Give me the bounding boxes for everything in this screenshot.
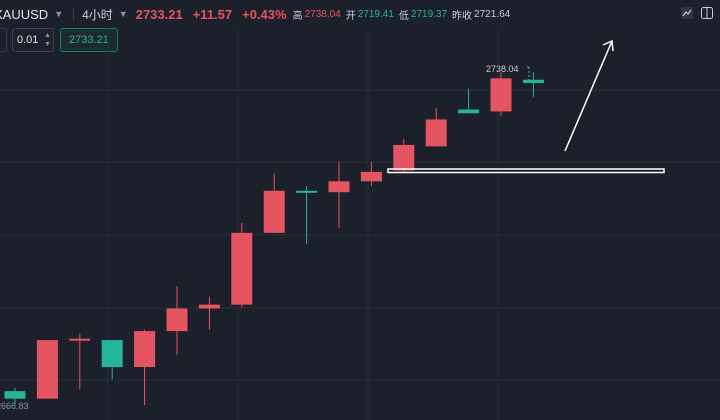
last-price: 2733.21 (135, 6, 183, 22)
candle (522, 72, 544, 97)
candle (36, 340, 58, 399)
candle-body (393, 144, 415, 171)
candle-body (231, 232, 253, 305)
order-price-button[interactable]: 2733.21 (60, 28, 118, 52)
open-label: 开 (345, 10, 356, 22)
interval-selector[interactable]: 4小时 (82, 7, 113, 22)
layout-icon[interactable] (700, 6, 714, 20)
candles (4, 72, 544, 405)
side-toggle[interactable] (0, 28, 7, 52)
candle-body (522, 79, 544, 84)
high-label: 高 (292, 10, 303, 22)
candle (490, 72, 512, 117)
annotations (387, 39, 665, 174)
candle-body (134, 331, 156, 368)
chart-type-icon[interactable] (680, 6, 694, 20)
quantity-stepper[interactable]: ▲ ▼ (12, 28, 54, 52)
candle-body (490, 78, 512, 112)
candle (458, 88, 480, 114)
grid-lines (0, 28, 720, 420)
support-zone (387, 168, 665, 174)
high-value: 2738.04 (304, 8, 341, 20)
candle-body (360, 171, 382, 182)
candle-body (296, 190, 318, 193)
candle-body (263, 190, 285, 233)
candle-body (328, 181, 350, 193)
candle (69, 333, 91, 390)
candle (296, 186, 318, 244)
low-label: 低 (398, 10, 409, 22)
axis-price-label: 2666.83 (0, 401, 29, 411)
candle-body (425, 119, 447, 147)
candle (166, 286, 188, 355)
candle (134, 329, 156, 405)
candle (425, 108, 447, 147)
candle (393, 139, 415, 172)
candle-body (36, 340, 58, 399)
step-up-icon[interactable]: ▲ (44, 32, 51, 39)
candle-body (458, 109, 480, 114)
candle-body (166, 308, 188, 332)
open-value: 2719.41 (357, 8, 394, 20)
candle-body (198, 304, 220, 309)
divider (73, 7, 75, 21)
candle (328, 161, 350, 229)
candle (263, 173, 285, 233)
candle-body (4, 391, 26, 399)
prev-close-value: 2721.64 (474, 8, 511, 20)
prev-close-label: 昨收 (452, 10, 473, 22)
chevron-down-icon[interactable]: ▼ (118, 9, 128, 19)
candle-body (69, 338, 91, 341)
candle (231, 222, 253, 308)
quick-order-bar: ▲ ▼ 2733.21 (0, 28, 720, 52)
candle (101, 340, 123, 380)
low-value: 2719.37 (410, 8, 448, 20)
toolbar-right (680, 6, 714, 20)
price-change: +11.57 (192, 6, 233, 22)
candle (198, 296, 220, 330)
chevron-down-icon[interactable]: ▼ (54, 9, 64, 19)
candle-body (101, 340, 123, 368)
price-change-percent: +0.43% (242, 6, 287, 22)
high-marker-label: 2738.04 (486, 64, 519, 74)
header-bar: XAUUSD ▼ 4小时 ▼ 2733.21 +11.57 +0.43% 高 2… (0, 0, 720, 28)
symbol-name[interactable]: XAUUSD (0, 6, 49, 22)
candle (360, 161, 382, 187)
quantity-input[interactable] (13, 29, 45, 51)
step-down-icon[interactable]: ▼ (44, 41, 51, 48)
trend-arrow (564, 40, 613, 152)
candle (4, 387, 26, 405)
stepper-arrows[interactable]: ▲ ▼ (43, 31, 52, 49)
